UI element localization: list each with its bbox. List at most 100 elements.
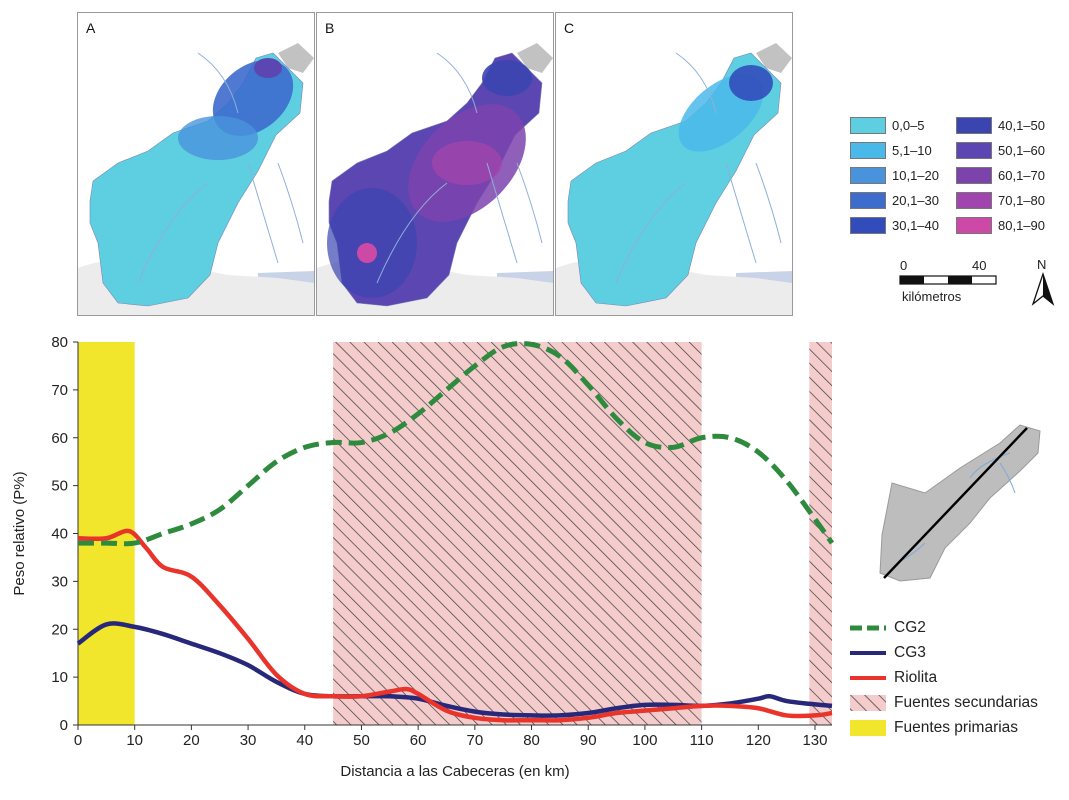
north-arrow-icon: N [1031,257,1055,306]
x-tick-label: 40 [296,732,313,749]
inset-transect-line [883,427,1028,579]
legend-label: 80,1–90 [998,218,1045,233]
legend-swatch [956,167,992,184]
legend-label: 50,1–60 [998,143,1045,158]
map-b-letter: B [325,20,335,36]
legend-label-secundarias: Fuentes secundarias [894,694,1038,711]
x-tick-label: 70 [466,732,483,749]
x-axis-title: Distancia a las Cabeceras (en km) [340,763,569,780]
legend-swatch [850,192,886,209]
map-rivers [615,52,782,284]
map-zone [327,188,417,298]
map-zone [212,60,294,136]
map-c-graphic [556,43,792,315]
legend-label: 70,1–80 [998,193,1045,208]
map-rivers [137,52,304,284]
legend-swatch [850,167,886,184]
chart-series [76,341,835,723]
chart-ticks: 0 10 20 30 40 50 60 70 80 90 100 110 120 130 0 10 20 30 40… [51,334,827,749]
x-tick-label: 60 [410,732,427,749]
north-arrow-fill [1043,274,1053,304]
y-tick-label: 70 [51,382,68,399]
legend-key-cg2 [850,625,886,631]
legend-swatch [956,217,992,234]
legend-label: 0,0–5 [892,118,925,133]
legend-swatch [850,142,886,159]
legend-label: 30,1–40 [892,218,939,233]
scale-bar-segment [948,276,972,284]
scale-bar-segment [900,276,924,284]
legend-label: 40,1–50 [998,118,1045,133]
y-tick-label: 0 [60,717,68,734]
legend-label-primarias: Fuentes primarias [894,719,1019,736]
legend-key-primarias [850,720,886,736]
legend-swatch [850,117,886,134]
map-zone [432,141,502,185]
y-tick-label: 60 [51,430,68,447]
series-line-riolita [77,528,833,723]
series-legend: CG2 CG3 Riolita Fuentes secundarias Fuen… [850,610,1065,760]
map-color-legend: 0,0–5 5,1–10 10,1–20 20,1–30 30,1–40 40,… [850,116,1060,236]
secondary-source-region [809,342,832,725]
map-b-graphic [317,43,553,315]
map-zone [357,243,377,263]
legend-swatch [956,142,992,159]
map-zone [482,60,532,96]
map-a-graphic [78,43,314,315]
scale-end-label: 40 [972,258,986,273]
legend-key-riolita [850,676,886,680]
scale-unit-label: kilómetros [902,289,962,304]
line-chart: 0 10 20 30 40 50 60 70 80 90 100 110 120 130 0 10 20 30 40… [11,334,835,780]
chart-regions [78,342,832,725]
primary-source-region [78,342,135,725]
legend-label-cg3: CG3 [894,644,926,661]
x-tick-label: 130 [802,732,827,749]
scale-start-label: 0 [900,258,907,273]
legend-label: 60,1–70 [998,168,1045,183]
map-a-letter: A [86,20,96,36]
series-line-cg2 [77,341,835,547]
x-tick-label: 110 [690,732,714,749]
legend-swatch [956,192,992,209]
map-layers [317,43,553,315]
legend-label: 5,1–10 [892,143,932,158]
map-layers [78,43,314,315]
y-tick-label: 20 [51,621,68,638]
legend-key-cg3 [850,651,886,655]
map-panel-b: B [316,12,554,316]
map-layers [556,43,792,315]
secondary-source-region [333,342,702,725]
legend-label: 20,1–30 [892,193,939,208]
x-tick-label: 50 [353,732,370,749]
legend-label-cg2: CG2 [894,619,926,636]
map-urban-area [278,43,314,73]
transect-inset-map [879,424,1041,582]
map-zone [178,116,258,160]
y-tick-label: 10 [51,669,68,686]
x-tick-label: 90 [580,732,597,749]
y-axis-title: Peso relativo (P%) [11,471,28,595]
x-tick-label: 80 [523,732,540,749]
legend-label-riolita: Riolita [894,669,938,686]
y-tick-label: 80 [51,334,68,351]
series-line-cg3 [76,621,833,718]
north-label: N [1037,257,1046,272]
x-tick-label: 30 [240,732,257,749]
map-urban-area [517,43,553,73]
map-urban-area [756,43,792,73]
scale-bar: 0 40 kilómetros [899,258,997,304]
x-tick-label: 120 [746,732,771,749]
x-tick-label: 100 [632,732,657,749]
x-tick-label: 10 [126,732,143,749]
inset-basin-shape [879,424,1041,582]
legend-key-secundarias [850,695,886,711]
legend-label: 10,1–20 [892,168,939,183]
x-tick-label: 20 [183,732,200,749]
map-zone [254,58,282,78]
y-tick-label: 50 [51,478,68,495]
legend-swatch [956,117,992,134]
map-zone [729,65,773,101]
x-tick-label: 0 [74,732,82,749]
map-rivers [376,52,543,284]
legend-swatch [850,217,886,234]
